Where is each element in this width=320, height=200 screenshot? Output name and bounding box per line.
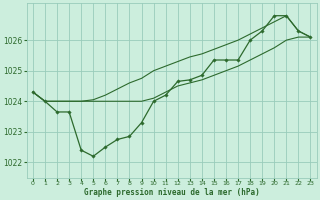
X-axis label: Graphe pression niveau de la mer (hPa): Graphe pression niveau de la mer (hPa) bbox=[84, 188, 260, 197]
